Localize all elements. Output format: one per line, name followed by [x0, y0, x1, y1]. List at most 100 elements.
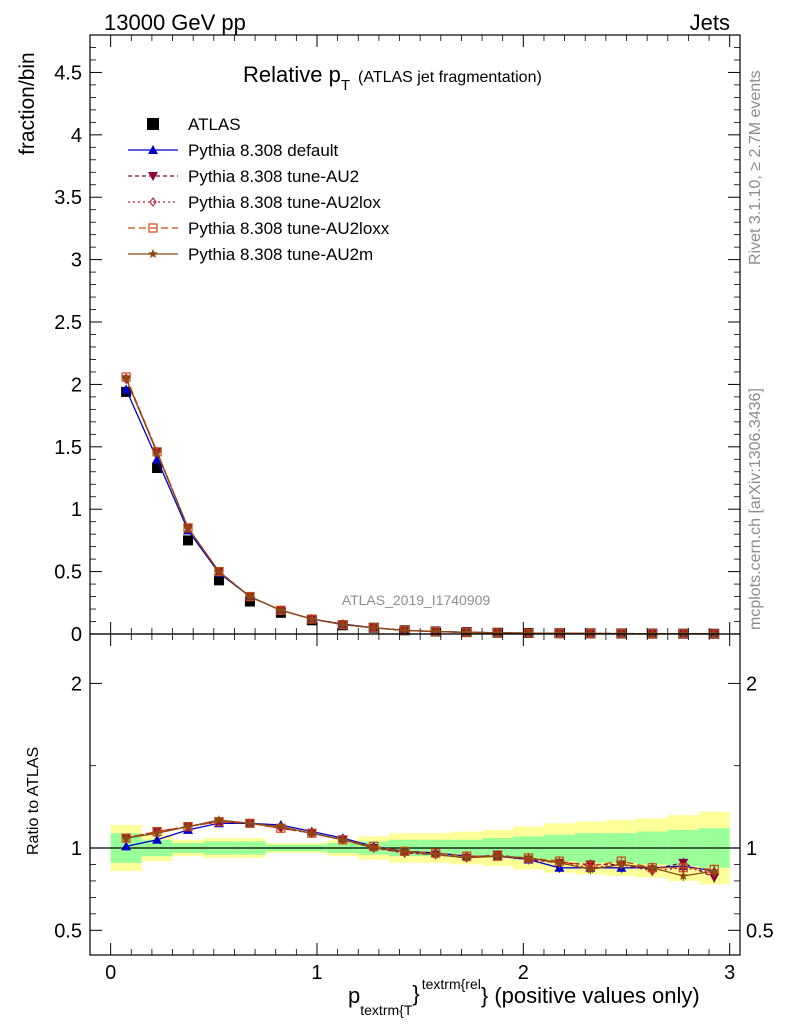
- legend-marker: [148, 223, 158, 233]
- data-point: [276, 605, 286, 615]
- data-point: [523, 628, 534, 638]
- data-point: [152, 463, 163, 474]
- y-tick-label: 1: [71, 838, 82, 860]
- legend-label: Pythia 8.308 tune-AU2lox: [188, 193, 381, 212]
- legend-marker: [148, 172, 158, 181]
- y-tick-label-right: 0.5: [746, 920, 774, 942]
- data-point: [647, 628, 658, 638]
- data-point: [121, 373, 131, 383]
- header-left: 13000 GeV pp: [104, 10, 246, 35]
- ratio-point: [276, 821, 286, 831]
- data-point: [214, 566, 224, 576]
- legend-label: ATLAS: [188, 115, 241, 134]
- data-point: [554, 628, 565, 638]
- main-title: Relative pT (ATLAS jet fragmentation): [243, 62, 542, 94]
- legend-label: Pythia 8.308 default: [188, 141, 339, 160]
- data-point: [492, 627, 503, 637]
- main-ylabel: fraction/bin: [16, 52, 39, 155]
- legend-label: Pythia 8.308 tune-AU2m: [188, 245, 373, 264]
- data-point: [152, 454, 163, 464]
- ratio-axes: 0.5 0.5 1 1 2 2 0 1 2 3: [54, 634, 774, 984]
- data-point: [399, 625, 410, 635]
- data-point: [338, 619, 348, 629]
- legend-label: Pythia 8.308 tune-AU2: [188, 167, 359, 186]
- ratio-point: [709, 873, 720, 883]
- x-tick-label: 0: [105, 962, 116, 984]
- xlabel-close: }: [412, 981, 419, 1006]
- ratio-point: [461, 851, 472, 861]
- x-axis-label: ptextrm{T} textrm{rel} (positive values o…: [348, 976, 700, 1018]
- title-rest: (ATLAS jet fragmentation): [358, 69, 542, 86]
- legend-marker: [148, 145, 158, 154]
- ratio-point: [152, 828, 162, 838]
- y-tick-label: 1.5: [54, 437, 82, 459]
- data-point: [245, 591, 255, 601]
- y-tick-label: 2.5: [54, 312, 82, 334]
- y-tick-label: 3.5: [54, 187, 82, 209]
- ratio-point: [709, 866, 719, 876]
- data-point: [183, 522, 193, 532]
- data-point: [369, 622, 379, 632]
- ratio-point: [430, 849, 441, 859]
- data-point: [585, 628, 596, 638]
- y-tick-label-right: 1: [746, 838, 757, 860]
- y-tick-label: 4: [71, 125, 82, 147]
- y-tick-label: 0: [71, 624, 82, 646]
- x-tick-label: 2: [518, 962, 529, 984]
- ratio-point: [183, 821, 193, 831]
- y-tick-label: 1: [71, 499, 82, 521]
- ratio-point: [214, 815, 224, 825]
- ratio-point: [152, 834, 163, 844]
- ratio-point: [307, 828, 317, 838]
- ratio-frame: [89, 633, 741, 956]
- ratio-ylabel: Ratio to ATLAS: [25, 747, 42, 855]
- y-tick-label-right: 2: [746, 673, 757, 695]
- ratio-point: [121, 833, 131, 843]
- data-point: [213, 575, 224, 586]
- legend-marker: [149, 197, 157, 207]
- ratio-point: [647, 862, 658, 872]
- mcplots-label: mcplots.cern.ch [arXiv:1306.3436]: [747, 388, 764, 630]
- ratio-point: [616, 859, 627, 869]
- ratio-point: [678, 871, 688, 880]
- ratio-point: [461, 852, 472, 862]
- y-tick-label: 2: [71, 673, 82, 695]
- ratio-point: [431, 848, 441, 858]
- legend-marker: [147, 118, 159, 130]
- data-point: [678, 628, 688, 638]
- header-right: Jets: [690, 10, 730, 35]
- data-point: [616, 628, 627, 638]
- ratio-panel: 0.5 0.5 1 1 2 2 0 1 2 3 Ratio to ATLAS: [25, 633, 774, 984]
- xlabel-sub: textrm{T: [360, 1002, 413, 1018]
- title-sub: T: [341, 77, 350, 94]
- y-tick-label: 2: [71, 374, 82, 396]
- ratio-point: [399, 846, 410, 856]
- xlabel-sup: textrm{rel: [422, 976, 481, 992]
- ratio-series: [121, 815, 720, 883]
- x-tick-label: 3: [724, 962, 735, 984]
- main-panel: ATLAS_2019_I1740909 0 0.5 1 1.5 2 2.5 3 3.5 4 4.5…: [16, 34, 741, 646]
- ratio-point: [369, 843, 379, 852]
- ratio-point: [338, 834, 348, 844]
- legend: ATLAS Pythia 8.308 default Pythia 8.308 tu…: [128, 115, 390, 264]
- y-tick-label: 4.5: [54, 62, 82, 84]
- ratio-point: [121, 841, 132, 851]
- xlabel-rest: } (positive values only): [481, 983, 700, 1008]
- main-axes: 0 0.5 1 1.5 2 2.5 3 3.5 4 4.5: [54, 34, 740, 646]
- y-tick-label: 0.5: [54, 920, 82, 942]
- data-point: [183, 535, 194, 546]
- rivet-label: Rivet 3.1.10, ≥ 2.7M events: [747, 70, 764, 265]
- ratio-point: [492, 851, 503, 861]
- ratio-point: [523, 852, 534, 862]
- watermark: ATLAS_2019_I1740909: [342, 592, 491, 608]
- ratio-line: [125, 821, 715, 871]
- ratio-point: [554, 857, 565, 867]
- data-point: [121, 384, 132, 394]
- ratio-line: [125, 819, 715, 877]
- x-tick-label: 1: [311, 962, 322, 984]
- ratio-point: [152, 826, 162, 837]
- ratio-point: [585, 864, 596, 874]
- data-point: [152, 448, 162, 458]
- title-main: Relative p: [243, 62, 341, 87]
- y-tick-label: 3: [71, 250, 82, 272]
